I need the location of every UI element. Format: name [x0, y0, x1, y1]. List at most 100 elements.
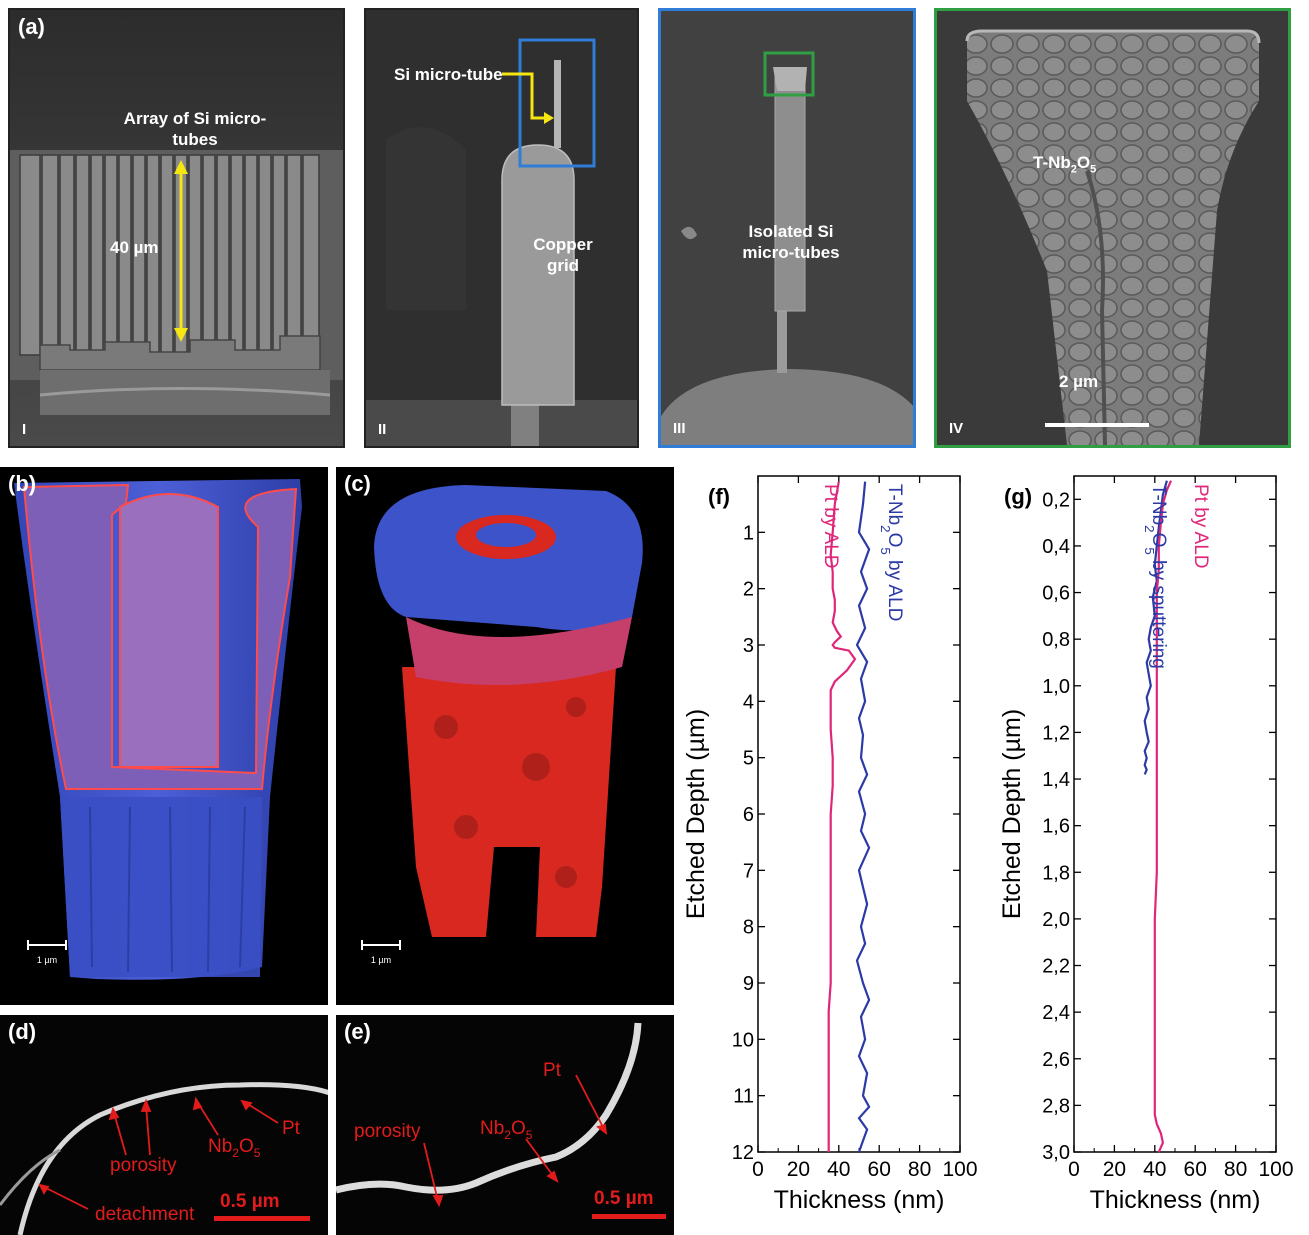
tube-surface-render — [361, 485, 643, 950]
series-line-1 — [1153, 480, 1173, 1153]
roman-label-i: I — [22, 421, 27, 438]
scale-label-2um: 2 µm — [1059, 372, 1099, 391]
nb2o5-d-sub1: 2 — [232, 1145, 239, 1160]
y-tick-label: 10 — [732, 1029, 754, 1051]
copper-grid-line2: grid — [546, 256, 580, 275]
plot-frame — [757, 475, 961, 1153]
x-tick-label: 40 — [827, 1158, 850, 1181]
scale-label-e: 0.5 µm — [594, 1188, 654, 1209]
nb2o5-d-sub2: 5 — [253, 1145, 261, 1160]
copper-grid-line1: Copper — [533, 235, 593, 254]
height-label: 40 µm — [110, 238, 159, 257]
nb2o5-label-d: Nb2O5 — [208, 1136, 260, 1164]
array-label-line2: tubes — [172, 130, 218, 149]
y-tick-label: 2,2 — [1042, 956, 1070, 978]
copper-grid-label: Copper grid — [518, 234, 608, 276]
tnb2o5-o: O — [1076, 153, 1091, 172]
series-label-1: Pt by ALD — [1190, 484, 1211, 569]
y-tick-label: 1,4 — [1042, 769, 1070, 791]
y-tick-label: 3 — [743, 635, 754, 657]
tube-array-image — [10, 10, 343, 446]
tube-cross-section-render — [14, 479, 302, 980]
y-axis-label: Etched Depth (µm) — [998, 709, 1026, 919]
y-tick-label: 12 — [732, 1142, 754, 1164]
y-tick-label: 7 — [743, 860, 754, 882]
y-tick-label: 9 — [743, 973, 754, 995]
scale-label-b: 1 µm — [36, 955, 58, 965]
y-tick-label: 4 — [743, 691, 754, 713]
sem-panel-a-iv: T-Nb2O5 2 µm IV — [934, 8, 1291, 448]
panel-label-d: (d) — [8, 1019, 37, 1044]
x-tick-label: 0 — [1068, 1158, 1080, 1181]
detachment-label: detachment — [95, 1204, 195, 1225]
y-tick-label: 2,8 — [1042, 1095, 1070, 1117]
interface-image-e — [336, 1022, 666, 1219]
isolated-tubes-line2: micro-tubes — [742, 243, 840, 262]
nb2o5-e-sub1: 2 — [504, 1127, 511, 1142]
x-tick-label: 20 — [787, 1158, 810, 1181]
scale-label-c: 1 µm — [370, 955, 392, 965]
x-tick-label: 100 — [942, 1158, 977, 1181]
y-tick-label: 0,6 — [1042, 583, 1070, 605]
x-tick-label: 40 — [1143, 1158, 1166, 1181]
pt-label-d: Pt — [282, 1118, 300, 1139]
sem-panel-a-ii: Si micro-tube Copper grid II — [364, 8, 639, 448]
y-tick-label: 2 — [743, 579, 754, 601]
isolated-tubes-line1: Isolated Si — [748, 222, 834, 241]
scale-label-d: 0.5 µm — [220, 1191, 280, 1212]
y-tick-label: 0,4 — [1042, 536, 1070, 558]
copper-grid-image — [366, 10, 637, 446]
y-tick-label: 8 — [743, 917, 754, 939]
series-label-0: Pt by ALD — [820, 484, 841, 569]
y-tick-label: 5 — [743, 748, 754, 770]
sem-panel-a-i: (a) Array of Si micro- tubes 40 µm I — [8, 8, 345, 448]
porosity-label-e: porosity — [354, 1121, 421, 1142]
nb2o5-e-sub2: 5 — [525, 1127, 533, 1142]
panel-label-b: (b) — [8, 471, 37, 496]
y-tick-label: 2,4 — [1042, 1002, 1070, 1024]
series-line-0 — [827, 481, 857, 1152]
x-tick-label: 80 — [908, 1158, 931, 1181]
array-label-line1: Array of Si micro- — [123, 109, 267, 128]
depth-profile-chart-g: (g) 0 20 40 60 80 100 0,2 0,4 0,6 0,8 1,0 1,2 1,4 1,6… — [998, 475, 1294, 1214]
nb2o5-e-main: Nb — [480, 1118, 505, 1139]
depth-profile-chart-f: (f) 0 20 40 60 80 100123456789101112Thickness… — [682, 475, 978, 1214]
y-tick-label: 11 — [733, 1086, 754, 1108]
y-tick-label: 2,0 — [1042, 909, 1070, 931]
y-tick-label: 1,0 — [1042, 676, 1070, 698]
y-tick-label: 1,8 — [1042, 862, 1070, 884]
nb2o5-closeup-image — [937, 11, 1288, 445]
tnb2o5-label: T-Nb2O5 — [1033, 152, 1096, 180]
y-tick-label: 2,6 — [1042, 1049, 1070, 1071]
array-label: Array of Si micro- tubes — [100, 108, 290, 150]
y-tick-label: 1 — [743, 522, 754, 544]
panel-label-g: (g) — [1004, 484, 1032, 509]
x-tick-label: 80 — [1224, 1158, 1247, 1181]
roman-label-iv: IV — [949, 420, 964, 437]
x-axis-label: Thickness (nm) — [1090, 1186, 1261, 1214]
roman-label-ii: II — [378, 421, 387, 438]
y-tick-label: 3,0 — [1042, 1142, 1070, 1164]
sem-panel-a-iii: Isolated Si micro-tubes III — [658, 8, 916, 448]
roman-label-iii: III — [673, 420, 686, 437]
y-axis-label: Etched Depth (µm) — [682, 709, 710, 919]
stem-panel-e: (e) porosity Nb2O5 Pt 0.5 µm — [336, 1015, 674, 1235]
x-tick-label: 60 — [1184, 1158, 1207, 1181]
y-tick-label: 0,8 — [1042, 629, 1070, 651]
nb2o5-e-o: O — [510, 1118, 526, 1139]
isolated-tube-image — [661, 11, 913, 445]
panel-label-e: (e) — [344, 1019, 371, 1044]
interface-image-d — [0, 1082, 328, 1235]
series-line-1 — [855, 481, 871, 1153]
panel-label-a: (a) — [18, 14, 45, 39]
y-tick-label: 1,2 — [1042, 722, 1070, 744]
panel-label-c: (c) — [344, 471, 371, 496]
tnb2o5-sub1: 2 — [1070, 163, 1077, 176]
tnb2o5-sub2: 5 — [1090, 163, 1097, 176]
y-tick-label: 0,2 — [1042, 489, 1070, 511]
series-line-0 — [1143, 480, 1168, 775]
tomo-panel-c: (c) 1 µm — [336, 467, 674, 1005]
nb2o5-label-e: Nb2O5 — [480, 1118, 532, 1146]
x-axis-label: Thickness (nm) — [774, 1186, 945, 1214]
x-tick-label: 100 — [1258, 1158, 1293, 1181]
